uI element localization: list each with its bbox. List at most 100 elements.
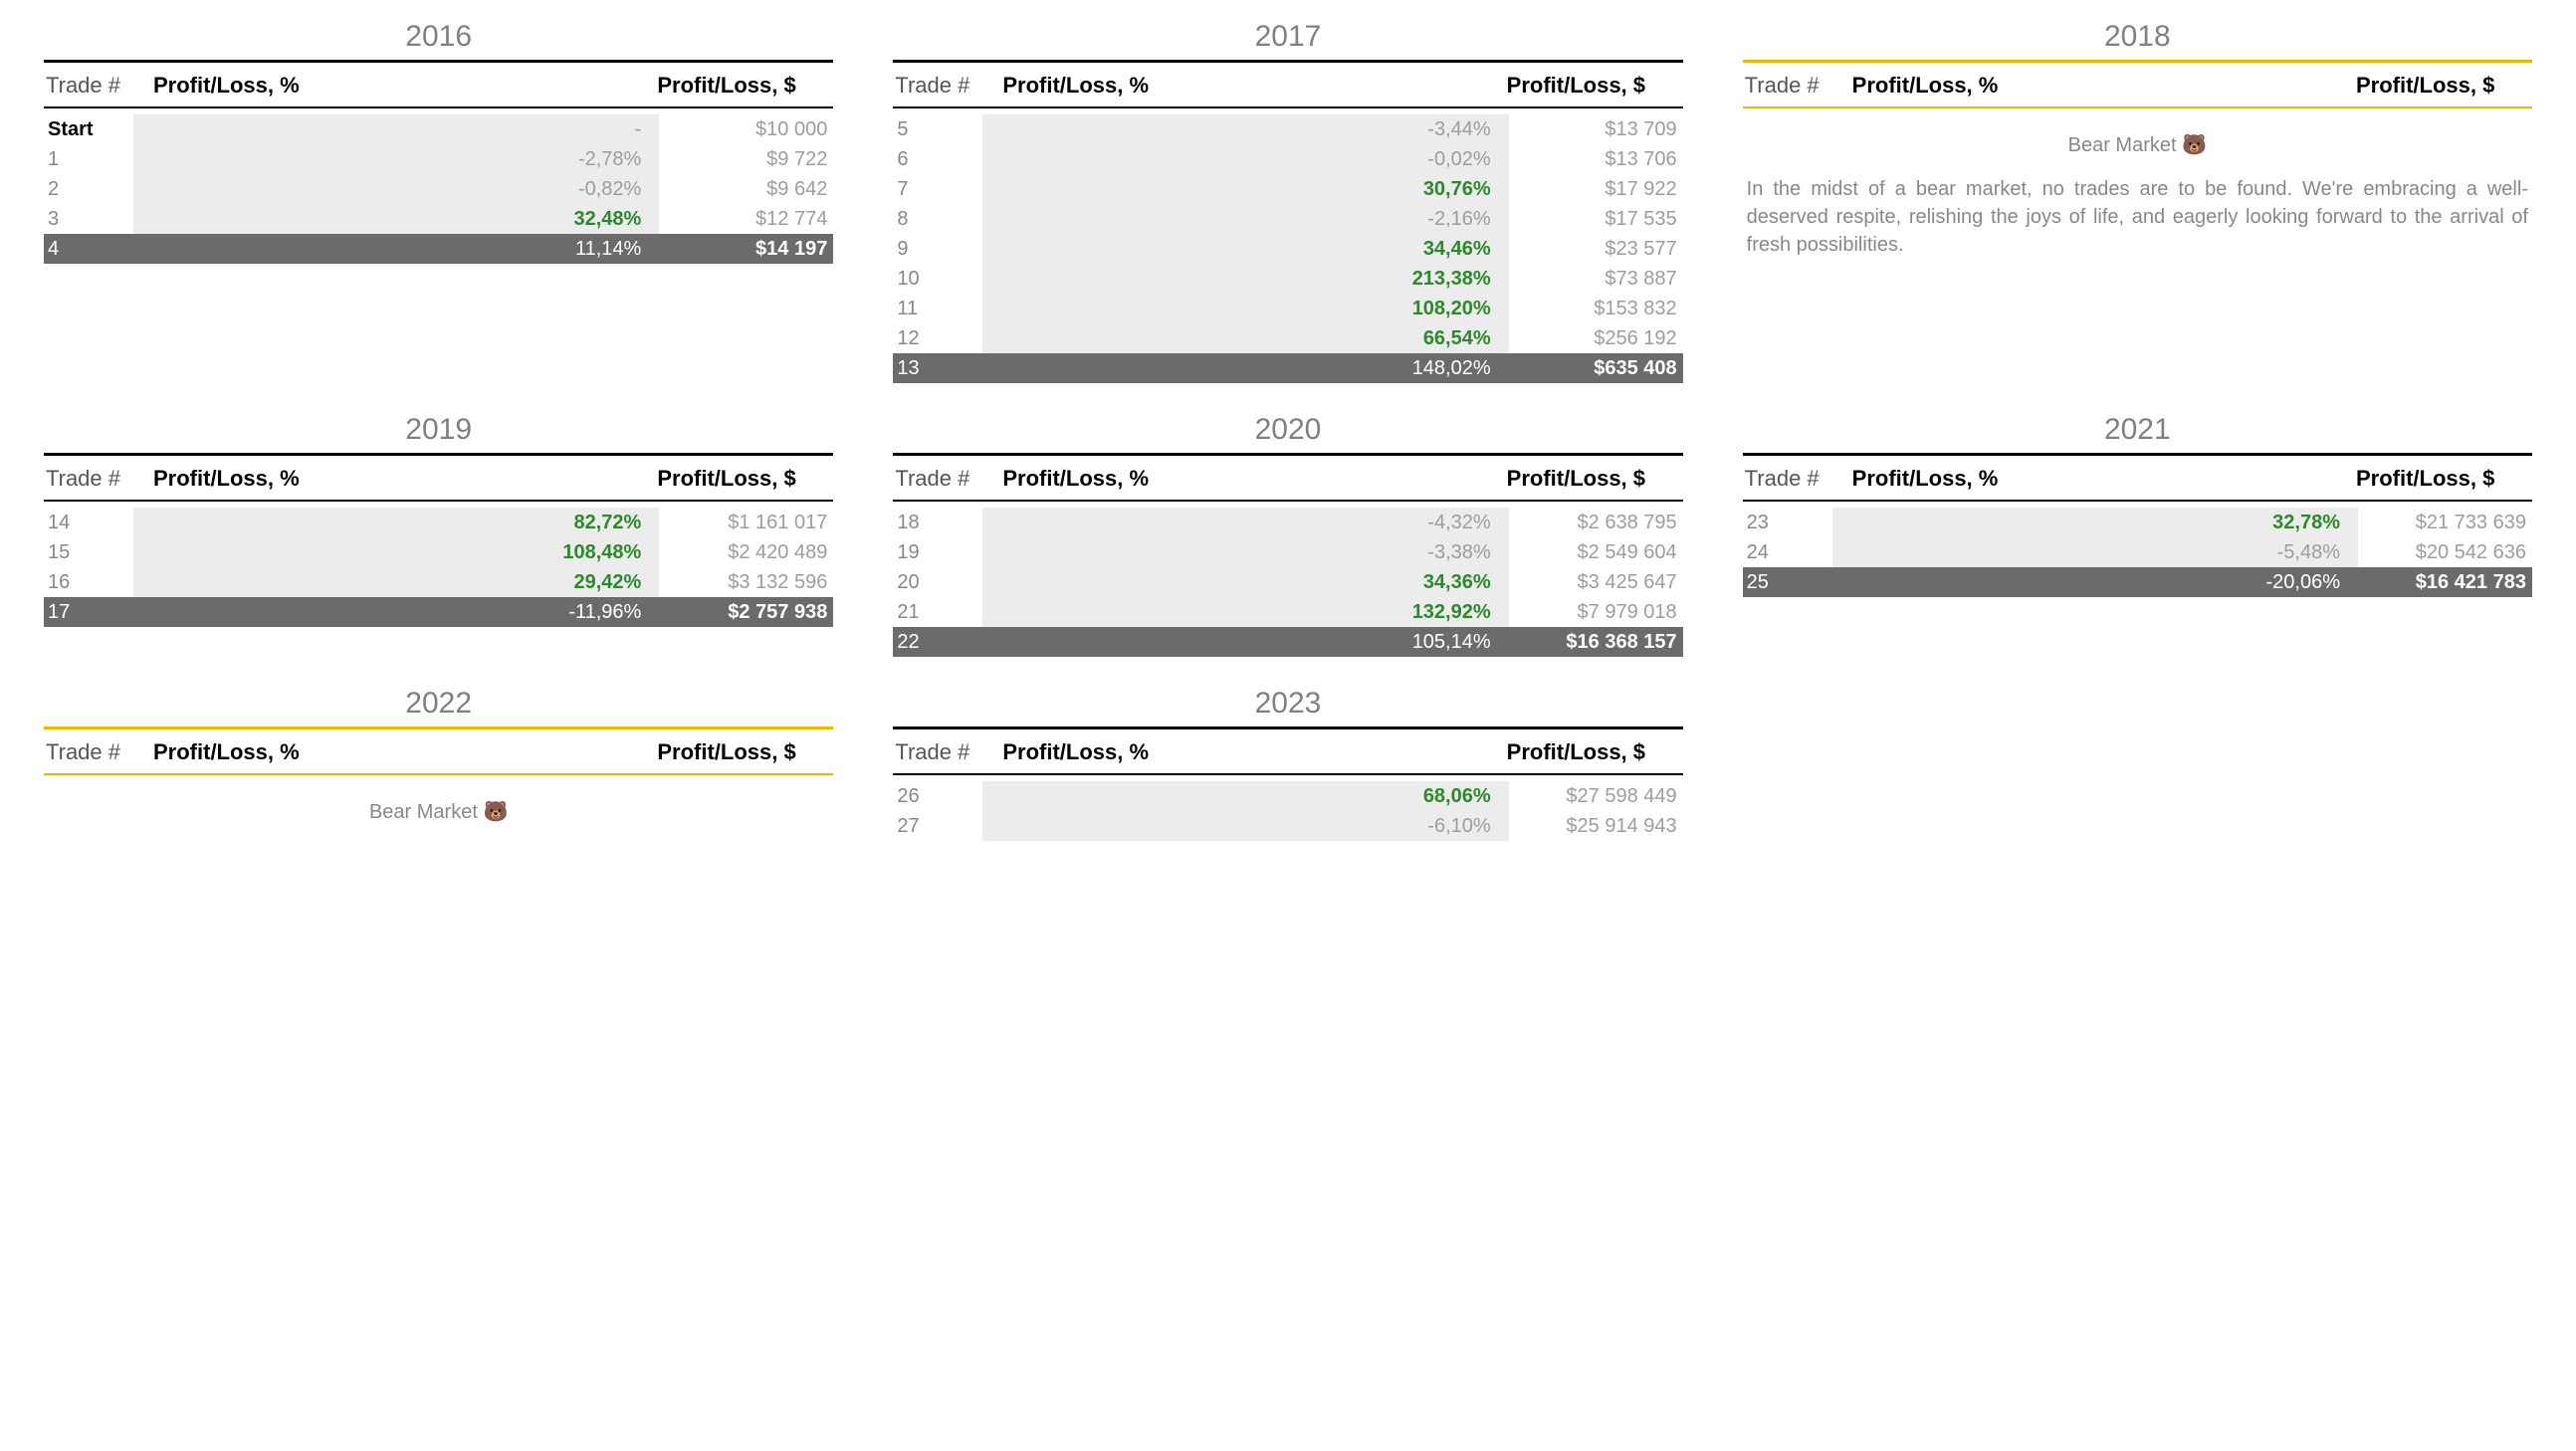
table-row: 5-3,44%$13 709: [893, 114, 1682, 144]
year-title: 2022: [44, 687, 833, 721]
rule-mid: [1743, 500, 2532, 502]
table-row: 17-11,96%$2 757 938: [44, 597, 833, 627]
cell-trade-number: 4: [44, 238, 133, 261]
cell-profit-loss-pct: -6,10%: [982, 811, 1508, 841]
cell-profit-loss-dollar: $17 535: [1509, 208, 1683, 231]
cell-profit-loss-pct: 213,38%: [982, 264, 1508, 294]
rule-top: [1743, 453, 2532, 456]
cell-profit-loss-pct: 148,02%: [982, 353, 1508, 383]
table-row: 1629,42%$3 132 596: [44, 567, 833, 597]
header-trade: Trade #: [895, 739, 984, 765]
cell-profit-loss-pct: 108,20%: [982, 294, 1508, 323]
header-trade: Trade #: [46, 73, 135, 99]
cell-profit-loss-pct: 34,46%: [982, 234, 1508, 264]
cell-profit-loss-dollar: $3 425 647: [1509, 571, 1683, 594]
cell-profit-loss-pct: 82,72%: [133, 508, 659, 537]
cell-profit-loss-pct: 108,48%: [133, 537, 659, 567]
year-title: 2018: [1743, 20, 2532, 54]
cell-trade-number: 3: [44, 208, 133, 231]
table-row: 15108,48%$2 420 489: [44, 537, 833, 567]
table-row: 10213,38%$73 887: [893, 264, 1682, 294]
table-row: 19-3,38%$2 549 604: [893, 537, 1682, 567]
table-row: 22105,14%$16 368 157: [893, 627, 1682, 657]
cell-trade-number: 23: [1743, 512, 1832, 534]
cell-profit-loss-pct: -0,02%: [982, 144, 1508, 174]
cell-profit-loss-dollar: $16 368 157: [1509, 631, 1683, 654]
table-rows: 18-4,32%$2 638 79519-3,38%$2 549 6042034…: [893, 508, 1682, 657]
rule-top: [44, 60, 833, 63]
cell-profit-loss-dollar: $12 774: [659, 208, 833, 231]
table-rows: 2668,06%$27 598 44927-6,10%$25 914 943: [893, 781, 1682, 841]
year-panel-2020: 2020Trade #Profit/Loss, %Profit/Loss, $1…: [893, 413, 1682, 657]
header-pct: Profit/Loss, %: [135, 466, 657, 492]
cell-trade-number: 6: [893, 148, 982, 171]
table-row: 1266,54%$256 192: [893, 323, 1682, 353]
table-row: 730,76%$17 922: [893, 174, 1682, 204]
cell-profit-loss-pct: -5,48%: [1832, 537, 2358, 567]
table-row: 27-6,10%$25 914 943: [893, 811, 1682, 841]
cell-trade-number: 2: [44, 178, 133, 201]
table-row: 13148,02%$635 408: [893, 353, 1682, 383]
cell-profit-loss-dollar: $256 192: [1509, 327, 1683, 350]
cell-profit-loss-dollar: $27 598 449: [1509, 785, 1683, 808]
year-title: 2019: [44, 413, 833, 447]
year-panel-2021: 2021Trade #Profit/Loss, %Profit/Loss, $2…: [1743, 413, 2532, 657]
cell-trade-number: 11: [893, 298, 982, 320]
table-rows: Start-$10 0001-2,78%$9 7222-0,82%$9 6423…: [44, 114, 833, 264]
cell-trade-number: 14: [44, 512, 133, 534]
cell-trade-number: 10: [893, 268, 982, 291]
header-pct: Profit/Loss, %: [984, 73, 1506, 99]
header-dol: Profit/Loss, $: [1507, 466, 1681, 492]
cell-profit-loss-dollar: $9 722: [659, 148, 833, 171]
rule-mid: [893, 106, 1682, 108]
table-row: 25-20,06%$16 421 783: [1743, 567, 2532, 597]
rule-mid: [1743, 106, 2532, 108]
cell-trade-number: Start: [44, 118, 133, 141]
header-dol: Profit/Loss, $: [1507, 73, 1681, 99]
cell-profit-loss-dollar: $10 000: [659, 118, 833, 141]
table-row: 332,48%$12 774: [44, 204, 833, 234]
table-header: Trade #Profit/Loss, %Profit/Loss, $: [44, 739, 833, 773]
cell-profit-loss-dollar: $2 420 489: [659, 541, 833, 564]
table-header: Trade #Profit/Loss, %Profit/Loss, $: [44, 73, 833, 106]
cell-profit-loss-pct: -20,06%: [1832, 567, 2358, 597]
header-pct: Profit/Loss, %: [984, 739, 1506, 765]
cell-profit-loss-pct: 68,06%: [982, 781, 1508, 811]
table-rows: 5-3,44%$13 7096-0,02%$13 706730,76%$17 9…: [893, 114, 1682, 383]
cell-profit-loss-dollar: $635 408: [1509, 357, 1683, 380]
header-dol: Profit/Loss, $: [2356, 73, 2530, 99]
cell-profit-loss-pct: 11,14%: [133, 234, 659, 264]
rule-mid: [893, 500, 1682, 502]
cell-trade-number: 17: [44, 601, 133, 624]
cell-trade-number: 20: [893, 571, 982, 594]
table-rows: 1482,72%$1 161 01715108,48%$2 420 489162…: [44, 508, 833, 627]
cell-profit-loss-pct: -0,82%: [133, 174, 659, 204]
rule-mid: [893, 773, 1682, 775]
table-row: 24-5,48%$20 542 636: [1743, 537, 2532, 567]
cell-profit-loss-dollar: $16 421 783: [2358, 571, 2532, 594]
header-pct: Profit/Loss, %: [135, 739, 657, 765]
table-header: Trade #Profit/Loss, %Profit/Loss, $: [893, 466, 1682, 500]
cell-profit-loss-pct: -2,16%: [982, 204, 1508, 234]
table-row: 21132,92%$7 979 018: [893, 597, 1682, 627]
table-row: 2668,06%$27 598 449: [893, 781, 1682, 811]
table-row: 1482,72%$1 161 017: [44, 508, 833, 537]
rule-mid: [44, 500, 833, 502]
table-row: 411,14%$14 197: [44, 234, 833, 264]
year-panel-2018: 2018Trade #Profit/Loss, %Profit/Loss, $B…: [1743, 20, 2532, 383]
table-row: 11108,20%$153 832: [893, 294, 1682, 323]
table-row: 934,46%$23 577: [893, 234, 1682, 264]
cell-profit-loss-pct: 105,14%: [982, 627, 1508, 657]
cell-profit-loss-pct: -3,44%: [982, 114, 1508, 144]
cell-profit-loss-pct: -2,78%: [133, 144, 659, 174]
cell-trade-number: 1: [44, 148, 133, 171]
table-row: 6-0,02%$13 706: [893, 144, 1682, 174]
cell-trade-number: 24: [1743, 541, 1832, 564]
cell-profit-loss-dollar: $3 132 596: [659, 571, 833, 594]
cell-trade-number: 27: [893, 815, 982, 838]
table-row: 2-0,82%$9 642: [44, 174, 833, 204]
header-trade: Trade #: [46, 739, 135, 765]
cell-trade-number: 9: [893, 238, 982, 261]
year-title: 2023: [893, 687, 1682, 721]
cell-trade-number: 7: [893, 178, 982, 201]
